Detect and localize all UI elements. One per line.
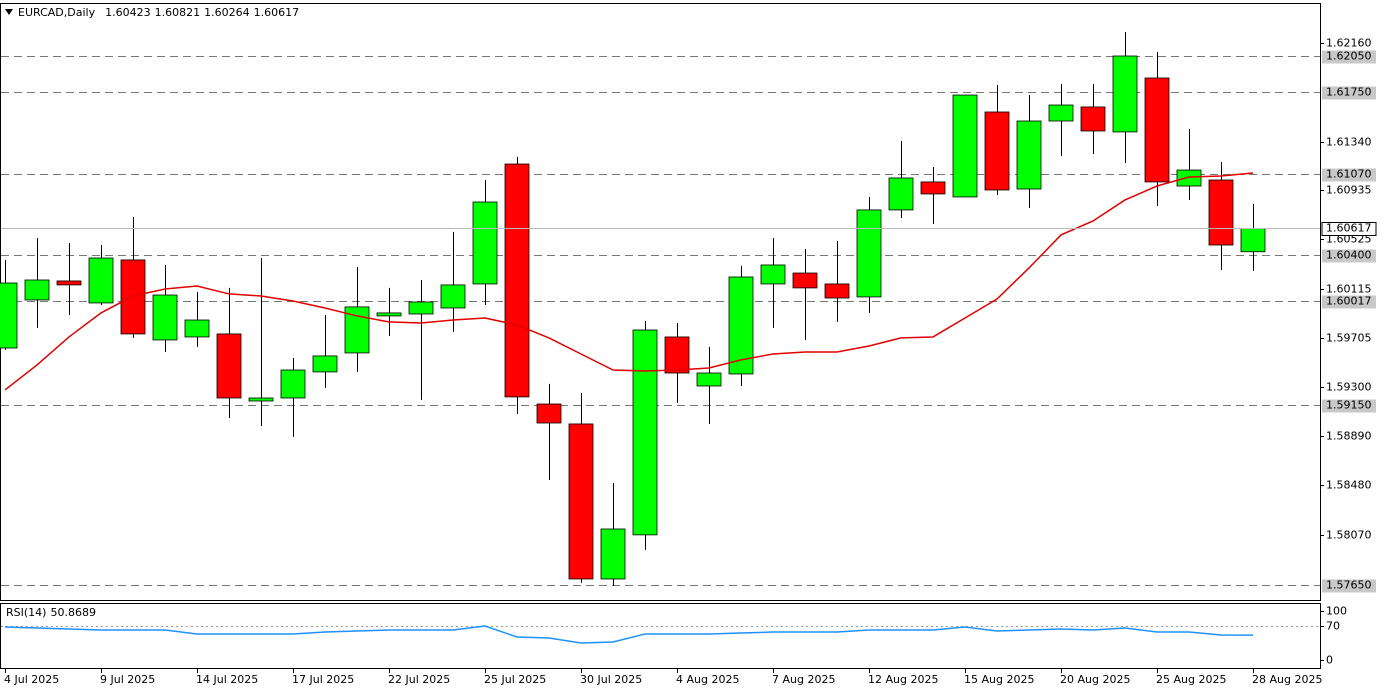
rsi-line — [4, 625, 1254, 644]
x-tick-label: 20 Aug 2025 — [1060, 673, 1130, 686]
header-open: 1.60423 — [105, 6, 151, 19]
level-label-box — [1322, 168, 1376, 182]
candle-body — [24, 279, 50, 301]
candle-body — [0, 282, 18, 349]
x-tick-label: 15 Aug 2025 — [964, 673, 1034, 686]
candle-body — [184, 319, 210, 338]
x-tick-label: 7 Aug 2025 — [772, 673, 835, 686]
current-price-label: 1.60617 — [1326, 222, 1372, 235]
header-low: 1.60264 — [204, 6, 250, 19]
candle-body — [248, 397, 274, 402]
candle-body — [504, 163, 530, 398]
menu-arrow[interactable] — [5, 9, 13, 15]
y-tick-label: 1.60935 — [1326, 184, 1372, 197]
candle-body — [696, 372, 722, 387]
candle-body — [1208, 179, 1234, 246]
y-tick-label: 1.59300 — [1326, 381, 1372, 394]
y-tick-label: 1.61340 — [1326, 136, 1372, 149]
x-tick-label: 4 Aug 2025 — [676, 673, 739, 686]
rsi-value: 50.8689 — [50, 606, 96, 619]
candle-body — [56, 280, 82, 286]
level-label-box — [1322, 399, 1376, 413]
moving-average — [4, 172, 1254, 391]
rsi-header: RSI(14) 50.8689 — [6, 606, 96, 619]
rsi-title: RSI(14) — [6, 606, 46, 619]
candle-body — [952, 94, 978, 198]
header-close: 1.60617 — [254, 6, 300, 19]
chart-header: EURCAD,Daily 1.60423 1.60821 1.60264 1.60617 — [18, 6, 299, 19]
y-tick-label: 1.62160 — [1326, 37, 1372, 50]
x-tick-label: 30 Jul 2025 — [580, 673, 642, 686]
candle-body — [1048, 104, 1074, 122]
candle-body — [664, 336, 690, 374]
candle-body — [824, 283, 850, 299]
candle-body — [1144, 77, 1170, 183]
candle-body — [376, 312, 402, 317]
x-tick-label: 28 Aug 2025 — [1252, 673, 1322, 686]
level-label: 1.57650 — [1326, 579, 1372, 592]
level-label: 1.59150 — [1326, 399, 1372, 412]
level-label-box — [1322, 579, 1376, 593]
candle-body — [1240, 228, 1266, 253]
level-label-box — [1322, 86, 1376, 100]
y-tick-label: 70 — [1326, 620, 1340, 633]
level-label: 1.61070 — [1326, 168, 1372, 181]
candle-body — [440, 284, 466, 309]
candle-body — [152, 294, 178, 341]
candle-body — [88, 257, 114, 304]
candle-body — [600, 528, 626, 580]
candle-body — [984, 111, 1010, 191]
x-tick-label: 22 Jul 2025 — [388, 673, 450, 686]
x-tick-label: 17 Jul 2025 — [292, 673, 354, 686]
candle-body — [792, 272, 818, 289]
header-high: 1.60821 — [155, 6, 201, 19]
candle-body — [1176, 169, 1202, 187]
candle-body — [1112, 55, 1138, 133]
y-tick-label: 1.58890 — [1326, 430, 1372, 443]
candle-body — [632, 329, 658, 536]
candle-body — [536, 403, 562, 424]
y-tick-label: 1.58480 — [1326, 479, 1372, 492]
x-tick-label: 25 Aug 2025 — [1156, 673, 1226, 686]
level-label: 1.62050 — [1326, 50, 1372, 63]
x-tick-label: 25 Jul 2025 — [484, 673, 546, 686]
candle-body — [408, 301, 434, 315]
x-tick-label: 4 Jul 2025 — [4, 673, 59, 686]
candle-body — [568, 423, 594, 580]
level-label-box — [1322, 50, 1376, 64]
chart-title: EURCAD,Daily — [18, 6, 96, 19]
candle-body — [1016, 120, 1042, 190]
candle-body — [120, 259, 146, 335]
y-tick-label: 1.59705 — [1326, 332, 1372, 345]
candle-body — [472, 201, 498, 285]
candle-body — [888, 177, 914, 211]
y-tick-label: 1.58070 — [1326, 529, 1372, 542]
x-tick-label: 14 Jul 2025 — [196, 673, 258, 686]
level-label: 1.61750 — [1326, 86, 1372, 99]
y-tick-label: 0 — [1326, 654, 1333, 667]
candle-body — [312, 355, 338, 373]
y-tick-label: 100 — [1326, 605, 1347, 618]
candle-body — [760, 264, 786, 285]
candle-body — [280, 369, 306, 399]
x-tick-label: 9 Jul 2025 — [100, 673, 155, 686]
level-label: 1.60400 — [1326, 249, 1372, 262]
candle-body — [920, 181, 946, 195]
candle-body — [1080, 106, 1106, 132]
x-tick-label: 12 Aug 2025 — [868, 673, 938, 686]
rsi-panel — [0, 603, 1321, 669]
current-price-box — [1321, 222, 1377, 236]
level-label-box — [1322, 295, 1376, 309]
candle-body — [856, 209, 882, 298]
y-tick-label: 1.60115 — [1326, 283, 1372, 296]
level-label: 1.60017 — [1326, 295, 1372, 308]
candle-body — [216, 333, 242, 399]
level-label-box — [1322, 249, 1376, 263]
